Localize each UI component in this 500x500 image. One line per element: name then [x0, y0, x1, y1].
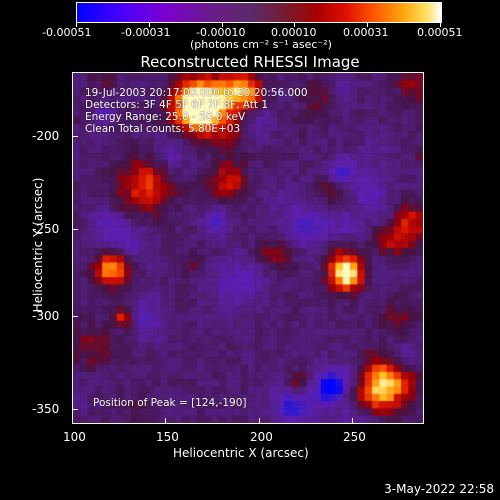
colorbar-tick-label: -0.00051: [42, 26, 92, 39]
colorbar-tick-label: -0.00010: [196, 26, 246, 39]
y-tick: [72, 229, 78, 230]
plot-title: Reconstructed RHESSI Image: [140, 53, 360, 71]
colorbar: [76, 2, 442, 23]
time-range-annotation: 19-Jul-2003 20:17:00.000 to 20:20:56.000: [85, 87, 308, 99]
peak-annotation: Position of Peak = [124,-190]: [93, 397, 247, 409]
colorbar-tick: [149, 22, 150, 27]
colorbar-tick-label: 0.00031: [343, 26, 389, 39]
y-tick: [72, 409, 78, 410]
x-axis-label: Heliocentric X (arcsec): [173, 446, 309, 460]
x-tick: [352, 418, 353, 424]
colorbar-tick-label: -0.00031: [121, 26, 171, 39]
x-tick-label: 200: [250, 430, 273, 444]
colorbar-unit: (photons cm⁻² s⁻¹ asec⁻²): [190, 38, 332, 51]
x-tick: [72, 418, 73, 424]
clean-annotation: Clean Total counts: 5.80E+03: [85, 123, 241, 135]
colorbar-tick: [294, 22, 295, 27]
y-axis-label: Heliocentric Y (arcsec): [31, 177, 45, 313]
y-tick-label: -200: [32, 129, 60, 143]
colorbar-tick: [440, 22, 441, 27]
y-tick: [72, 136, 78, 137]
x-tick: [259, 418, 260, 424]
x-tick-label: 100: [63, 430, 86, 444]
x-tick-label: 250: [343, 430, 366, 444]
colorbar-tick-label: 0.00051: [417, 26, 463, 39]
detectors-annotation: Detectors: 3F 4F 5F 6F 7F 8F, Att 1: [85, 99, 269, 111]
colorbar-tick: [76, 22, 77, 27]
colorbar-tick-label: 0.00010: [271, 26, 317, 39]
y-tick-label: -350: [32, 402, 60, 416]
y-tick-label: -300: [32, 309, 60, 323]
colorbar-tick: [222, 22, 223, 27]
image-plot: 19-Jul-2003 20:17:00.000 to 20:20:56.000…: [72, 72, 424, 424]
colorbar-tick: [367, 22, 368, 27]
x-tick-label: 150: [156, 430, 179, 444]
heatmap-image: [73, 73, 423, 423]
energy-annotation: Energy Range: 25.0 - 50.0 keV: [85, 111, 246, 123]
timestamp: 3-May-2022 22:58: [384, 482, 494, 496]
y-tick: [72, 316, 78, 317]
x-tick: [165, 418, 166, 424]
y-tick-label: -250: [32, 222, 60, 236]
